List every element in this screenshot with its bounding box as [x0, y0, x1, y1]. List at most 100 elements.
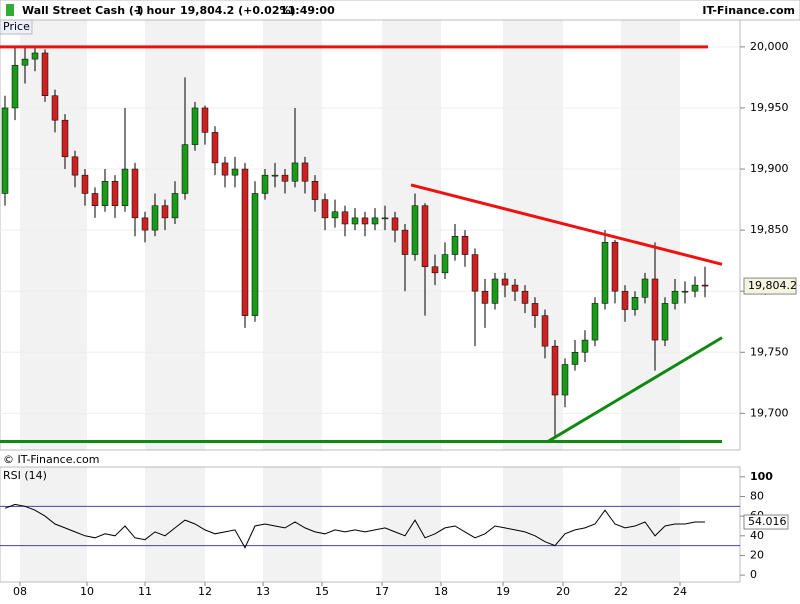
candle-body	[171, 193, 179, 219]
candle-body	[251, 193, 259, 316]
candle-body	[221, 162, 229, 176]
panel-label: RSI (14)	[3, 469, 47, 482]
x-tick-label: 22	[614, 585, 628, 598]
rsi-line	[4, 503, 705, 549]
candle-body	[621, 290, 629, 310]
candle-body	[11, 64, 19, 109]
candle-body	[671, 290, 679, 304]
candle-body	[91, 193, 99, 206]
y-tick-label: 100	[750, 470, 773, 483]
x-tick-label: 12	[198, 585, 212, 598]
candle-body	[661, 303, 669, 341]
x-tick-label: 15	[315, 585, 329, 598]
candle-body	[81, 174, 89, 194]
candle-body	[41, 52, 49, 96]
y-tick-label: 19,700	[750, 406, 789, 419]
day-band	[20, 20, 87, 450]
candle-body	[471, 254, 479, 292]
candle-body	[491, 278, 499, 304]
day-band	[503, 467, 563, 582]
y-tick-label: 20	[750, 548, 764, 561]
candle-body	[21, 58, 29, 66]
candle-body	[561, 364, 569, 396]
candle-body	[201, 107, 209, 133]
candle-body	[641, 278, 649, 298]
candle-body	[531, 303, 539, 316]
candle-body	[191, 107, 199, 145]
candle-body	[631, 297, 639, 310]
watermark: © IT-Finance.com	[3, 453, 100, 466]
candle-body	[31, 52, 39, 60]
candle-body	[341, 211, 349, 225]
candle-body	[161, 205, 169, 219]
symbol: Wall Street Cash (-)	[22, 4, 143, 17]
panel-label-box	[0, 19, 33, 35]
candle-body	[551, 345, 559, 396]
candle-body	[481, 290, 489, 304]
candle-body	[351, 217, 359, 225]
candle-body	[601, 242, 609, 304]
last-value-label: 54.016	[748, 515, 787, 528]
candle-body	[271, 174, 279, 177]
candle-body	[151, 205, 159, 231]
day-band	[20, 467, 87, 582]
price-frame	[0, 19, 741, 451]
y-tick-label: 19,900	[750, 162, 789, 175]
candle-body	[321, 199, 329, 219]
candle-body	[571, 352, 579, 365]
candle-body	[311, 181, 319, 200]
y-tick-label: 20,000	[750, 40, 789, 53]
candle-body	[501, 278, 509, 286]
candle-body	[461, 235, 469, 255]
candle-body	[361, 217, 369, 225]
candle-body	[441, 254, 449, 274]
candle-body	[371, 217, 379, 225]
brand: IT-Finance.com	[702, 4, 795, 17]
y-tick-label: 19,750	[750, 345, 789, 358]
x-tick-label: 17	[375, 585, 389, 598]
candle-body	[411, 205, 419, 255]
candle-body	[51, 95, 59, 121]
rsi-frame	[0, 466, 741, 583]
candle-body	[451, 235, 459, 255]
last-value-box	[743, 514, 789, 530]
candle-body	[511, 284, 519, 292]
x-tick-label: 18	[434, 585, 448, 598]
candle-body	[291, 162, 299, 182]
y-tick-label: 80	[750, 489, 764, 502]
day-band	[145, 20, 205, 450]
x-tick-label: 08	[13, 585, 27, 598]
day-band	[263, 467, 322, 582]
logo-icon	[6, 4, 14, 16]
interval: 1 hour	[135, 4, 176, 17]
candle-body	[211, 132, 219, 164]
y-tick-label: 0	[750, 568, 757, 581]
candle-body	[541, 315, 549, 347]
candle-body	[61, 119, 69, 158]
time: 11:49:00	[280, 4, 335, 17]
panel-label: Price	[3, 20, 30, 33]
x-tick-label: 24	[673, 585, 687, 598]
candle-body	[581, 339, 589, 353]
candle-body	[331, 211, 339, 219]
candle-body	[391, 217, 399, 231]
candle-body	[1, 107, 9, 194]
candle-body	[431, 266, 439, 274]
candle-body	[301, 162, 309, 182]
candle-body	[241, 168, 249, 316]
x-tick-label: 20	[556, 585, 570, 598]
day-band	[621, 20, 680, 450]
y-tick-label: 40	[750, 529, 764, 542]
quote: 19,804.2 (+0.02%)	[180, 4, 296, 17]
candle-body	[681, 290, 689, 293]
candle-body	[231, 168, 239, 176]
candle-body	[381, 217, 389, 220]
x-tick-label: 11	[138, 585, 152, 598]
last-price-box	[743, 277, 797, 295]
day-band	[263, 20, 322, 450]
candle-body	[111, 181, 119, 206]
candle-body	[181, 144, 189, 194]
x-tick-label: 13	[256, 585, 270, 598]
candle-body	[591, 303, 599, 341]
